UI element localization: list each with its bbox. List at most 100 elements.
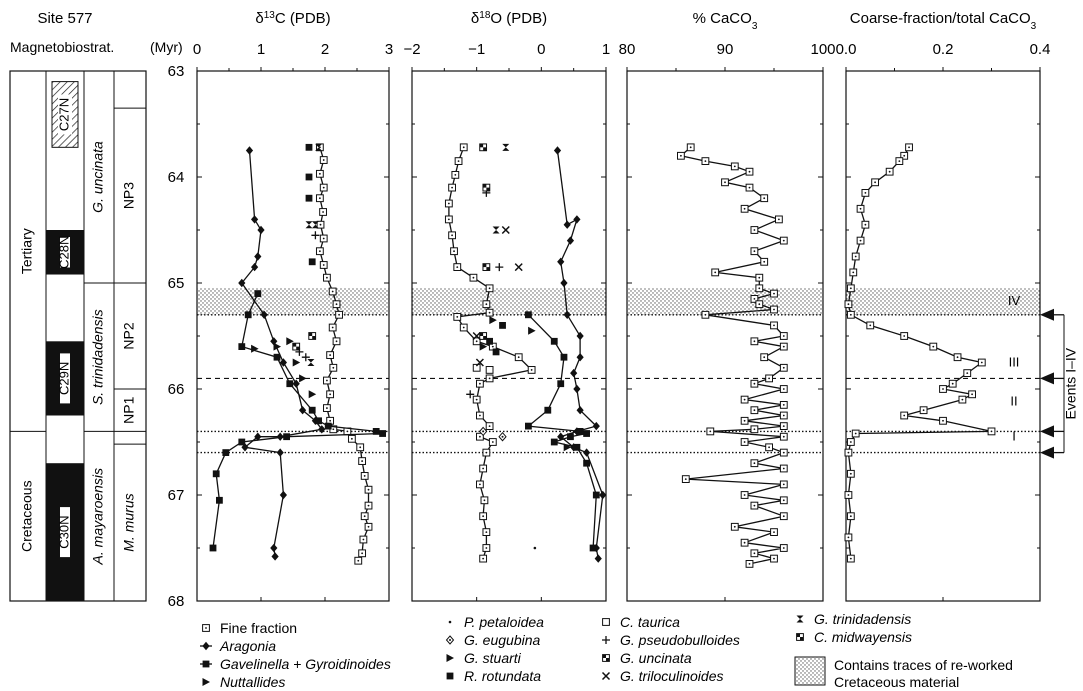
marker-square-filled: [492, 348, 500, 356]
marker-dot: [743, 494, 746, 496]
marker-dot: [453, 250, 455, 253]
title-superscript: 13: [264, 10, 276, 21]
marker-dot: [852, 271, 855, 274]
series-line: [847, 146, 992, 559]
marker-dot: [322, 159, 325, 161]
marker-dot: [709, 430, 712, 433]
marker-diamond: [566, 236, 575, 245]
marker-dot: [743, 207, 746, 210]
marker-plus: [495, 263, 504, 272]
legend-hatch-note: Contains traces of re-worked: [834, 657, 1013, 673]
marker-diamond: [583, 448, 591, 457]
marker-dot: [362, 538, 365, 541]
marker-square-filled: [305, 143, 313, 151]
marker-dot: [326, 407, 328, 409]
marker-dot: [367, 525, 370, 528]
marker-square-filled: [446, 672, 454, 680]
marker-diamond: [560, 278, 568, 288]
series-nuttallides: [251, 337, 317, 399]
marker-dot: [475, 340, 478, 343]
series-g-stuarti: [479, 316, 572, 452]
chron-label-box: [60, 507, 70, 558]
marker-dot: [743, 541, 746, 544]
marker-dot: [782, 239, 785, 242]
series-g-pseudobulloides: [466, 188, 504, 399]
series-g-triloculinoides: [472, 225, 523, 367]
age-tick-label: 68: [168, 593, 185, 610]
nanno-zone-label: M. murus: [121, 493, 137, 551]
marker-square-filled: [209, 544, 217, 552]
marker-square-filled: [238, 343, 246, 350]
event-arrow-head: [1040, 425, 1054, 438]
marker-dot: [322, 237, 325, 240]
chron-label-box: [60, 353, 70, 404]
marker-square-filled: [286, 380, 294, 388]
marker-dot: [758, 276, 761, 279]
legend-hatch-note: Cretaceous material: [834, 674, 959, 690]
marker-dot: [326, 276, 328, 279]
marker-dot: [782, 467, 785, 470]
marker-diamond: [299, 406, 307, 415]
event-label: I: [1012, 429, 1016, 444]
marker-dot: [482, 557, 485, 560]
legend-item: G. uncinata: [602, 650, 692, 666]
marker-dot: [763, 356, 766, 359]
marker-dot: [849, 515, 852, 518]
x-tick-label: 0: [537, 41, 545, 58]
marker-dot: [479, 382, 481, 385]
marker-dot: [864, 192, 867, 194]
marker-plus: [466, 390, 475, 399]
marker-dot: [748, 563, 751, 565]
marker-dot: [322, 264, 325, 266]
marker-dot: [361, 552, 364, 555]
marker-dot: [778, 218, 780, 221]
marker-diamond: [594, 554, 602, 563]
chron-label-box: [58, 94, 72, 135]
legend-item: C. midwayensis: [796, 629, 912, 645]
marker-square-filled: [212, 470, 220, 478]
marker-square-filled: [589, 544, 597, 552]
x-tick-label: 80: [619, 41, 636, 58]
marker-diamond: [279, 358, 287, 367]
marker-dot: [753, 428, 756, 431]
marker-dot: [704, 160, 707, 163]
marker-dot: [903, 154, 906, 157]
marker-dot: [329, 419, 332, 422]
marker-dot: [782, 404, 785, 406]
panel-title: δ18O (PDB): [471, 10, 547, 28]
age-unit: (Myr): [150, 39, 183, 55]
legend-item: R. rotundata: [446, 668, 541, 684]
marker-dot: [479, 483, 481, 486]
marker-dot: [350, 437, 353, 440]
marker-checker-part: [796, 633, 800, 637]
series-g-eugubina: [478, 426, 507, 442]
marker-small-dot: [448, 620, 452, 624]
marker-dot: [457, 160, 460, 163]
marker-square-filled: [544, 406, 552, 414]
nanno-zone-label: NP2: [121, 322, 137, 349]
marker-diamond: [279, 490, 287, 500]
chron-label: C29N: [56, 362, 71, 395]
marker-triangle: [299, 374, 307, 383]
x-tick-label: 0.0: [836, 41, 857, 58]
marker-dot: [724, 181, 726, 184]
marker-dot: [849, 441, 852, 443]
marker-dot: [942, 388, 944, 390]
marker-diamond: [245, 146, 254, 155]
series-fine-fraction: [844, 143, 996, 563]
nanno-zone-label: NP1: [121, 396, 137, 423]
marker-dot: [485, 451, 488, 454]
panel-3: % CaCO3 80 90 100: [619, 10, 836, 602]
legend-label: G. eugubina: [464, 632, 540, 648]
legend-item: G. stuarti: [446, 650, 522, 666]
reworked-band: [846, 288, 1040, 315]
marker-diamond: [318, 425, 326, 434]
legend-label: P. petaloidea: [464, 614, 544, 630]
period-label: Cretaceous: [19, 480, 35, 552]
marker-checker-part: [602, 654, 606, 658]
marker-square-filled: [308, 258, 316, 266]
marker-dot: [903, 414, 906, 417]
marker-dot: [501, 435, 504, 438]
marker-dot: [485, 303, 488, 306]
legend-label: G. triloculinoides: [620, 668, 724, 684]
